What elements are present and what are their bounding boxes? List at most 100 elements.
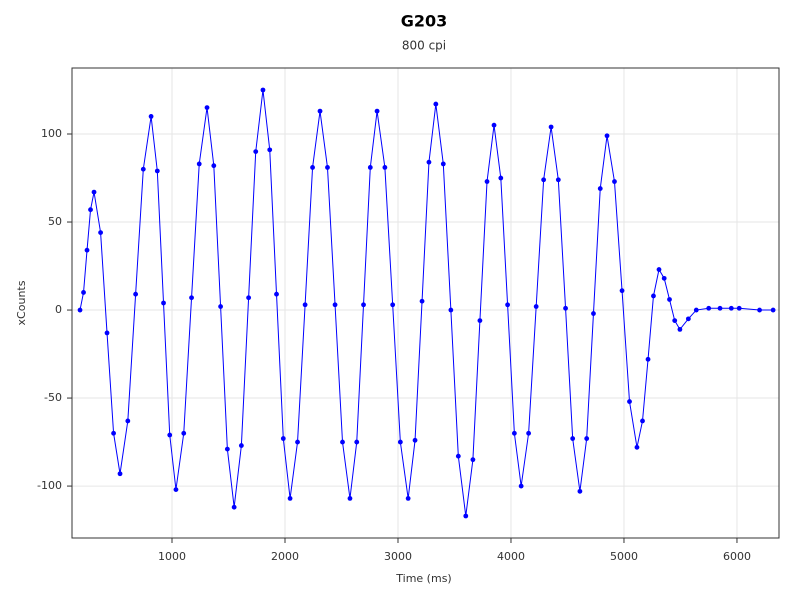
data-point xyxy=(260,87,266,93)
data-point xyxy=(117,471,123,477)
data-point xyxy=(340,439,345,445)
data-point xyxy=(211,163,217,169)
data-point xyxy=(656,267,662,272)
data-point xyxy=(627,399,632,404)
data-point xyxy=(104,330,110,336)
data-point xyxy=(405,495,411,501)
data-point xyxy=(491,122,497,128)
data-point xyxy=(706,305,712,311)
data-point xyxy=(167,432,173,438)
data-point xyxy=(651,293,656,299)
plot-frame xyxy=(71,67,780,539)
data-point xyxy=(412,437,418,443)
data-point xyxy=(634,444,640,450)
data-point xyxy=(597,186,603,191)
data-point xyxy=(347,495,353,501)
data-point xyxy=(584,436,590,441)
data-point xyxy=(204,105,210,111)
data-point xyxy=(463,513,469,519)
data-point xyxy=(541,177,547,183)
data-point xyxy=(148,114,154,119)
data-point xyxy=(498,175,504,181)
series-line xyxy=(79,89,774,517)
data-point xyxy=(98,230,103,235)
data-point xyxy=(728,305,734,311)
x-tick-label: 2000 xyxy=(271,550,299,563)
data-point xyxy=(246,295,252,301)
grid xyxy=(72,68,779,538)
data-point xyxy=(133,291,139,297)
data-point xyxy=(685,316,691,322)
data-point xyxy=(231,504,237,510)
data-point xyxy=(563,305,568,311)
data-point xyxy=(470,457,476,463)
data-point xyxy=(125,418,131,424)
x-tick-label: 4000 xyxy=(497,550,525,563)
data-point xyxy=(295,439,300,445)
data-point xyxy=(253,149,259,155)
data-point xyxy=(382,165,388,170)
x-tick-label: 3000 xyxy=(384,550,412,563)
data-point xyxy=(612,179,617,184)
x-tick-label: 5000 xyxy=(610,550,638,563)
data-point xyxy=(518,483,524,489)
data-point xyxy=(717,305,723,311)
data-point xyxy=(484,179,490,184)
data-point xyxy=(310,165,315,170)
y-tick-label: -50 xyxy=(44,391,62,404)
data-point xyxy=(672,318,678,324)
data-point xyxy=(154,168,160,174)
data-point xyxy=(604,133,610,139)
data-point xyxy=(111,430,116,436)
data-point xyxy=(397,439,403,445)
data-point xyxy=(161,300,166,306)
data-point xyxy=(84,247,90,253)
data-point xyxy=(374,108,380,114)
data-point xyxy=(181,430,187,436)
data-point xyxy=(526,430,532,436)
data-point xyxy=(677,327,683,332)
data-point xyxy=(196,161,202,167)
y-tick-label: 100 xyxy=(41,127,62,140)
data-point xyxy=(433,101,439,107)
data-point xyxy=(218,304,223,309)
data-point xyxy=(317,108,323,114)
data-point xyxy=(361,302,366,308)
data-point xyxy=(736,305,742,311)
data-point xyxy=(354,439,360,445)
data-point xyxy=(693,307,699,313)
data-point xyxy=(189,295,194,301)
data-point xyxy=(577,488,583,494)
series xyxy=(77,87,776,519)
data-point xyxy=(505,302,510,308)
data-point xyxy=(173,487,179,492)
data-point xyxy=(591,311,596,316)
data-point xyxy=(419,298,425,304)
chart-title: G203 xyxy=(401,12,448,31)
data-point xyxy=(477,318,483,324)
data-point xyxy=(619,288,625,294)
x-tick-label: 6000 xyxy=(723,550,751,563)
data-point xyxy=(367,165,373,170)
data-point xyxy=(426,159,432,165)
data-point xyxy=(224,446,230,452)
y-axis-label: xCounts xyxy=(15,280,28,325)
data-point xyxy=(287,495,293,501)
data-point xyxy=(640,418,645,424)
data-point xyxy=(88,207,93,213)
data-point xyxy=(555,177,561,183)
data-point xyxy=(661,275,667,281)
data-point xyxy=(440,161,446,167)
x-tick-label: 1000 xyxy=(158,550,186,563)
data-point xyxy=(757,307,762,313)
data-point xyxy=(455,453,461,459)
data-point xyxy=(770,307,776,313)
data-point xyxy=(332,302,338,308)
data-point xyxy=(238,443,244,448)
data-point xyxy=(390,302,396,308)
data-point xyxy=(548,124,554,130)
data-point xyxy=(645,356,651,362)
y-tick-label: -100 xyxy=(37,479,62,492)
